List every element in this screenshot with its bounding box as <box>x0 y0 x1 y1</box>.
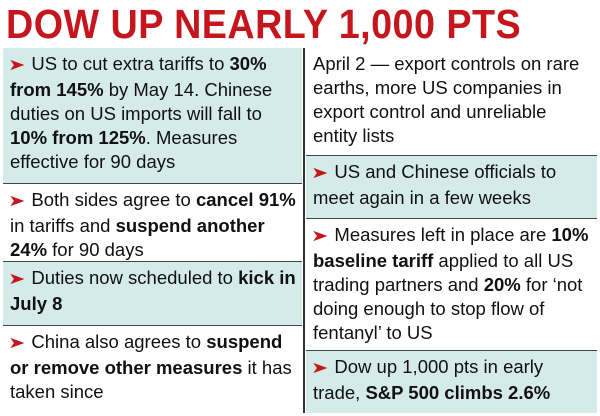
fact-tariff-cut: ➤ US to cut extra tariffs to 30% from 145… <box>3 48 302 183</box>
fact-export-controls: April 2 — export controls on rare earths… <box>306 48 597 155</box>
row-divider <box>306 350 597 351</box>
fact-highlight: suspend another 24% <box>10 215 265 260</box>
row-divider <box>3 325 302 326</box>
fact-text: for 90 days <box>47 239 144 260</box>
left-column: ➤ US to cut extra tariffs to 30% from 145… <box>3 48 302 413</box>
fact-text: in tariffs and <box>10 215 116 236</box>
fact-officials-meet: ➤ US and Chinese officials to meet again … <box>306 156 597 218</box>
fact-text: Dow up 1,000 pts in early trade, <box>313 356 544 403</box>
row-divider <box>3 261 302 262</box>
row-divider <box>3 183 302 184</box>
fact-text: US and Chinese officials to meet again i… <box>313 161 557 208</box>
fact-highlight: 20% <box>483 274 521 295</box>
fact-measures-left: ➤ Measures left in place are 10% baseline… <box>306 219 597 350</box>
fact-highlight: 10% from 125% <box>10 127 146 148</box>
fact-text: it has taken since <box>10 357 292 402</box>
fact-text: by May 14. Chinese duties on US imports … <box>10 79 273 124</box>
fact-duties-scheduled: ➤ Duties now scheduled to kick in July 8 <box>3 262 302 325</box>
column-divider <box>303 48 305 413</box>
fact-text: Measures left in place are <box>334 224 552 245</box>
row-divider <box>306 155 597 156</box>
arrow-bullet-icon: ➤ <box>7 193 26 210</box>
right-column: April 2 — export controls on rare earths… <box>306 48 597 413</box>
fact-cancel-suspend: ➤ Both sides agree to cancel 91% in tarif… <box>3 184 302 261</box>
fact-text: China also agrees to <box>31 331 207 352</box>
arrow-bullet-icon: ➤ <box>7 271 26 288</box>
fact-text: . Measures effective for 90 days <box>10 127 238 172</box>
arrow-bullet-icon: ➤ <box>7 335 26 352</box>
arrow-bullet-icon: ➤ <box>310 360 329 377</box>
fact-highlight: 10% baseline tariff <box>313 224 589 271</box>
arrow-bullet-icon: ➤ <box>7 57 26 74</box>
fact-dow-sp500: ➤ Dow up 1,000 pts in early trade, S&P 50… <box>306 351 597 413</box>
fact-text: Duties now scheduled to <box>31 267 239 288</box>
fact-text: applied to all US trading partners and <box>313 250 574 295</box>
fact-highlight: S&P 500 climbs 2.6% <box>365 382 551 403</box>
fact-text: Both sides agree to <box>31 189 196 210</box>
fact-text: US to cut extra tariffs to <box>31 53 230 74</box>
fact-highlight: kick in July 8 <box>10 267 296 314</box>
fact-highlight: suspend or remove other measures <box>10 331 283 378</box>
arrow-bullet-icon: ➤ <box>310 228 329 245</box>
arrow-bullet-icon: ➤ <box>310 165 329 182</box>
row-divider <box>306 218 597 219</box>
fact-text: April 2 — export controls on rare earths… <box>313 53 580 146</box>
fact-text: for ‘not doing enough to stop flow of fe… <box>313 274 583 343</box>
fact-highlight: 30% from 145% <box>10 53 267 100</box>
headline: DOW UP NEARLY 1,000 PTS <box>6 1 522 47</box>
fact-highlight: cancel 91% <box>195 189 296 210</box>
fact-china-measures: ➤ China also agrees to suspend or remove … <box>3 326 302 413</box>
